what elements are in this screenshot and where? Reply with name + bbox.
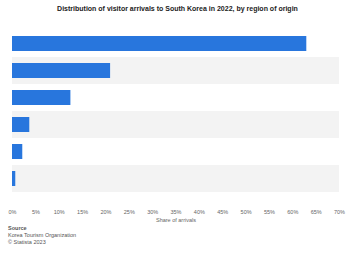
svg-text:65%: 65% xyxy=(311,209,322,215)
svg-text:0%: 0% xyxy=(9,209,17,215)
html-text:© Statista 2023: © Statista 2023 xyxy=(8,239,46,245)
html-text:Korea Tourism Organization: Korea Tourism Organization xyxy=(8,232,77,238)
svg-text:60%: 60% xyxy=(287,209,298,215)
svg-text:55%: 55% xyxy=(264,209,275,215)
svg-text:50%: 50% xyxy=(241,209,252,215)
svg-text:40%: 40% xyxy=(194,209,205,215)
svg-text:10%: 10% xyxy=(54,209,65,215)
svg-text:Share of arrivals: Share of arrivals xyxy=(156,217,196,223)
svg-text:15%: 15% xyxy=(77,209,88,215)
svg-text:45%: 45% xyxy=(217,209,228,215)
html-text:Source: Source xyxy=(8,225,27,231)
svg-text:20%: 20% xyxy=(100,209,111,215)
svg-text:35%: 35% xyxy=(170,209,181,215)
svg-text:25%: 25% xyxy=(124,209,135,215)
svg-text:70%: 70% xyxy=(334,209,345,215)
svg-text:30%: 30% xyxy=(147,209,158,215)
svg-text:5%: 5% xyxy=(32,209,40,215)
html-text:Distribution of visitor arriva: Distribution of visitor arrivals to Sout… xyxy=(57,5,298,12)
